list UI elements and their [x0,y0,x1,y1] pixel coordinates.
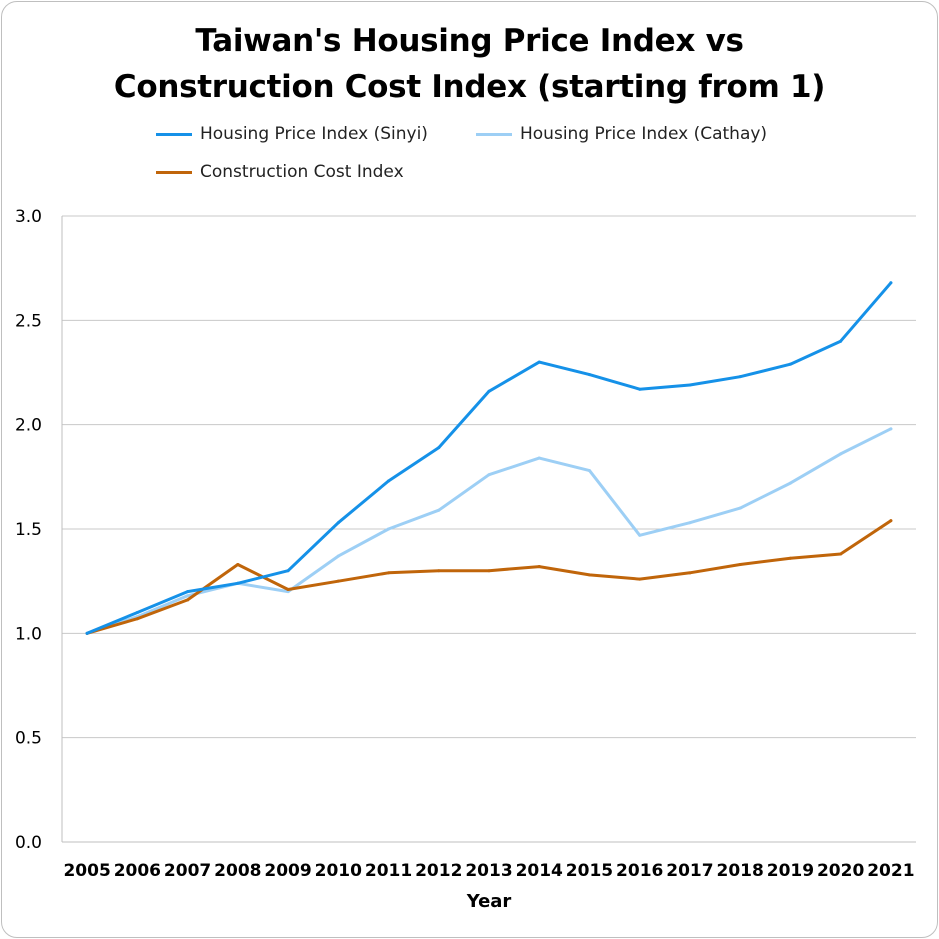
x-tick-label: 2020 [817,861,864,881]
y-tick-label: 2.0 [15,416,42,436]
data-point-construction [889,519,893,523]
legend-item-sinyi[interactable]: Housing Price Index (Sinyi) [156,124,428,144]
chart-legend: Housing Price Index (Sinyi) Housing Pric… [0,124,939,204]
chart-title-line2: Construction Cost Index (starting from 1… [113,69,826,105]
data-point-construction [788,556,792,560]
data-point-sinyi [738,375,742,379]
chart-title-line1: Taiwan's Housing Price Index vs [195,23,744,59]
data-point-cathay [638,533,642,537]
y-tick-label: 0.5 [15,729,42,749]
legend-item-cathay[interactable]: Housing Price Index (Cathay) [476,124,767,144]
data-point-sinyi [437,446,441,450]
legend-label-construction: Construction Cost Index [200,162,404,182]
x-tick-label: 2015 [566,861,613,881]
grid-layer [62,215,916,739]
data-point-construction [688,571,692,575]
chart-title: Taiwan's Housing Price Index vs Construc… [0,18,939,110]
legend-swatch-construction [156,170,192,174]
y-tick-label: 1.5 [15,520,42,540]
data-point-sinyi [286,569,290,573]
series-line-sinyi [85,281,893,635]
data-point-construction [638,577,642,581]
data-point-construction [839,552,843,556]
data-point-construction [738,562,742,566]
x-tick-label: 2011 [365,861,412,881]
data-point-cathay [336,554,340,558]
data-point-construction [387,571,391,575]
data-point-construction [286,588,290,592]
data-point-sinyi [587,373,591,377]
data-point-sinyi [186,590,190,594]
data-point-cathay [487,473,491,477]
data-point-construction [186,598,190,602]
x-tick-label: 2012 [415,861,462,881]
data-point-sinyi [85,631,89,635]
data-point-sinyi [638,387,642,391]
axis-layer: 0.0 0.5 1.0 1.5 2.0 2.5 3.0 2005 2006 2007 2008 200… [15,207,916,881]
data-point-sinyi [537,360,541,364]
y-tick-label: 0.0 [15,833,42,853]
data-point-cathay [587,469,591,473]
legend-label-cathay: Housing Price Index (Cathay) [520,124,768,144]
x-tick-label: 2014 [516,861,563,881]
x-tick-label: 2009 [264,861,311,881]
series-line-construction [85,519,893,635]
y-tick-label: 3.0 [15,207,42,227]
x-tick-label: 2013 [465,861,512,881]
data-point-sinyi [387,479,391,483]
data-point-sinyi [788,362,792,366]
data-point-cathay [738,506,742,510]
legend-item-construction[interactable]: Construction Cost Index [156,162,404,182]
y-tick-label: 2.5 [15,311,42,331]
data-point-construction [336,579,340,583]
x-tick-label: 2010 [315,861,362,881]
series-line-cathay [85,427,893,635]
data-point-cathay [437,508,441,512]
data-point-construction [236,562,240,566]
data-point-cathay [839,452,843,456]
data-point-cathay [387,527,391,531]
x-tick-label: 2008 [214,861,261,881]
data-point-sinyi [839,339,843,343]
legend-swatch-sinyi [156,132,192,136]
y-tick-label: 1.0 [15,624,42,644]
data-point-sinyi [336,521,340,525]
data-point-construction [437,569,441,573]
data-point-construction [587,573,591,577]
series-layer [85,281,893,635]
data-point-construction [537,565,541,569]
data-point-cathay [889,427,893,431]
x-axis-title: Year [466,891,512,912]
legend-swatch-cathay [476,132,512,136]
data-point-cathay [186,594,190,598]
x-tick-label: 2019 [767,861,814,881]
data-point-sinyi [487,389,491,393]
data-point-cathay [688,521,692,525]
data-point-construction [135,617,139,621]
legend-label-sinyi: Housing Price Index (Sinyi) [200,124,428,144]
data-point-sinyi [889,281,893,285]
data-point-cathay [537,456,541,460]
data-point-construction [487,569,491,573]
data-point-sinyi [135,610,139,614]
x-tick-label: 2016 [616,861,663,881]
x-tick-label: 2017 [666,861,713,881]
x-tick-label: 2005 [63,861,110,881]
data-point-sinyi [236,581,240,585]
data-point-sinyi [688,383,692,387]
x-tick-label: 2021 [867,861,914,881]
x-tick-label: 2018 [717,861,764,881]
x-tick-label: 2006 [114,861,161,881]
x-tick-label: 2007 [164,861,211,881]
data-point-cathay [788,481,792,485]
